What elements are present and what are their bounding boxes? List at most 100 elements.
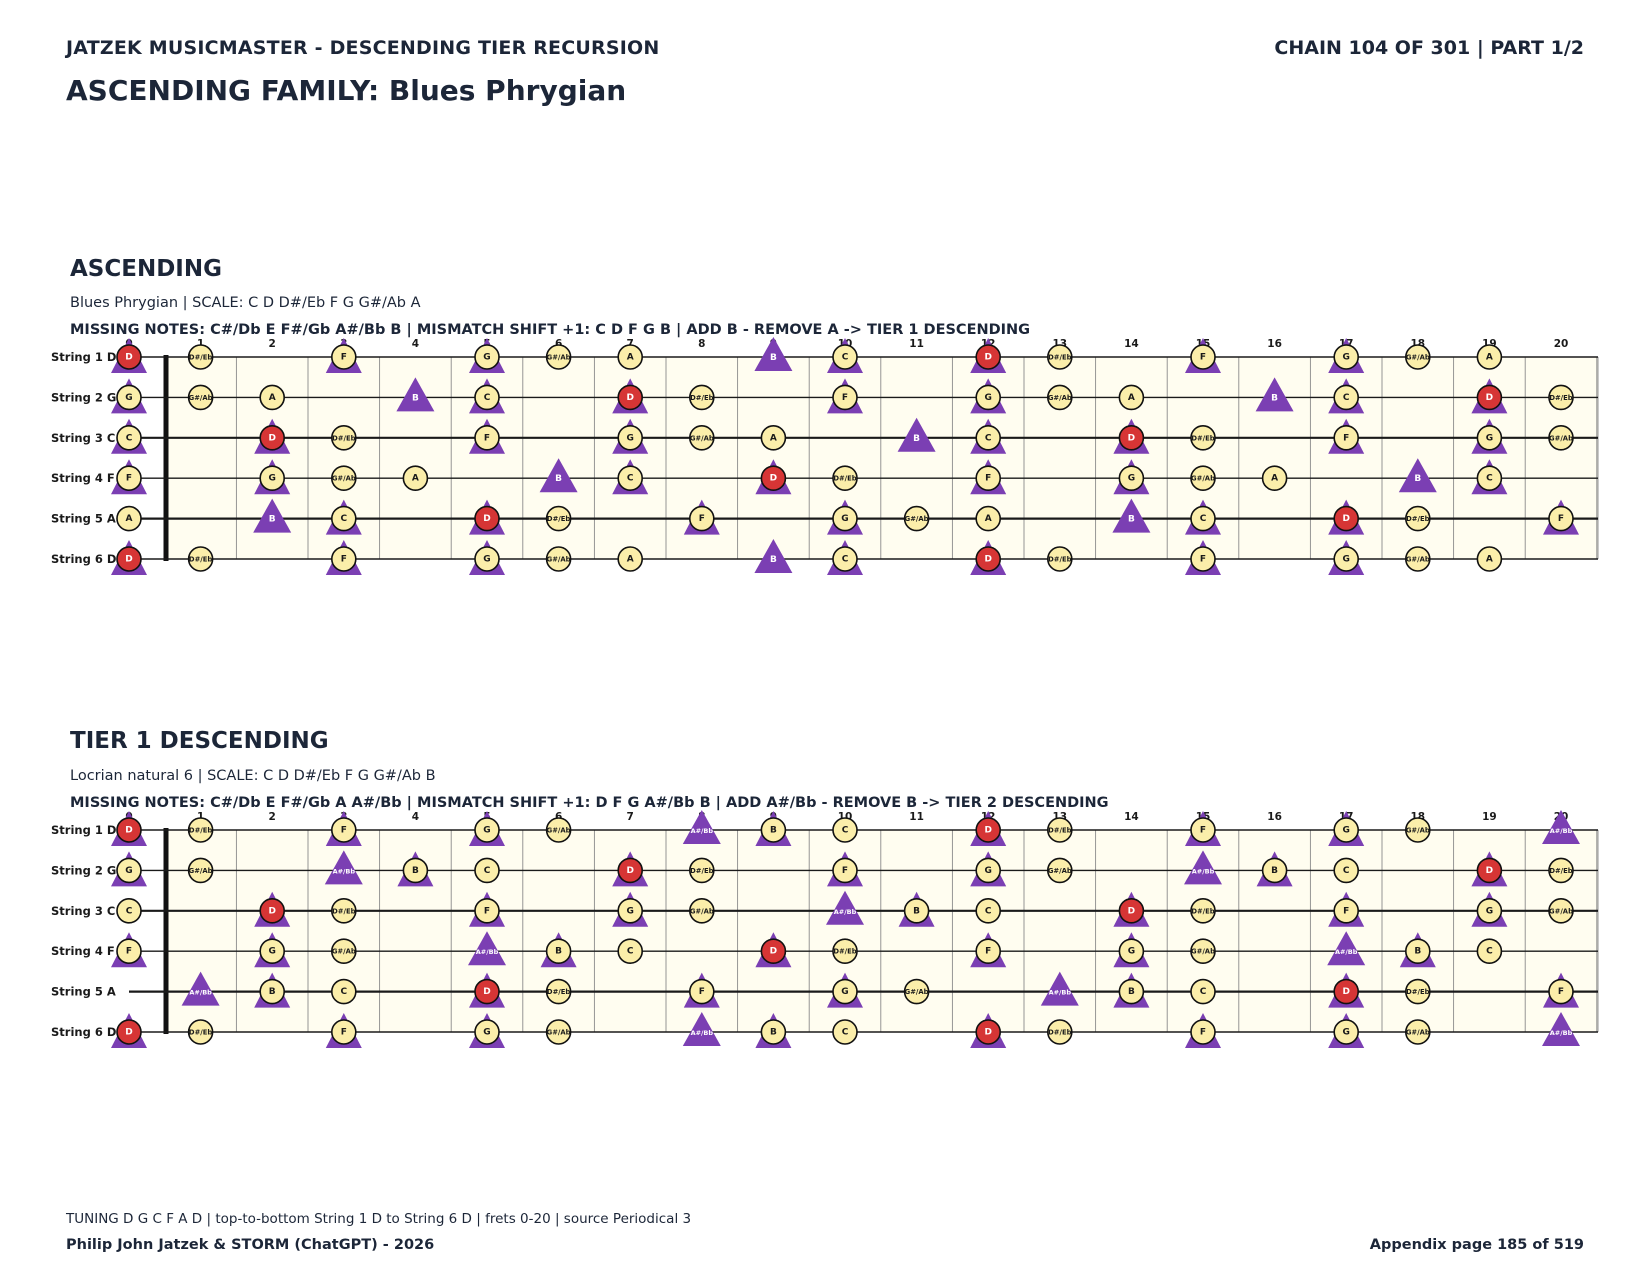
scale-note-dot: [1333, 546, 1359, 572]
note-label: D: [984, 1028, 991, 1038]
scale-note-dot: [545, 546, 572, 572]
scale-note-dot: [1405, 817, 1431, 843]
root-note-dot: [1476, 857, 1503, 884]
scale-note-dot: [688, 978, 715, 1005]
scale-note-dot: [1118, 938, 1145, 964]
note-label: B: [770, 826, 777, 836]
string-label: String 3 C: [51, 904, 115, 918]
note-label: B: [1128, 987, 1135, 997]
fret-number: 4: [412, 811, 419, 823]
scale-note-dot: [474, 344, 500, 370]
root-note-dot: [474, 978, 500, 1005]
note-label: D#/Eb: [1549, 867, 1572, 875]
added-note-label: B: [770, 555, 777, 565]
fret-number: 7: [627, 338, 634, 350]
scale-note-dot: [1476, 344, 1503, 370]
header-series-title: JATZEK MUSICMASTER - DESCENDING TIER REC…: [66, 37, 660, 59]
string-label: String 1 D: [51, 823, 116, 837]
scale-note-dot: [545, 938, 572, 964]
note-label: C: [340, 987, 347, 997]
added-note-marker: [1398, 458, 1437, 493]
note-label: A: [412, 474, 419, 484]
section-title-ascending: ASCENDING: [70, 256, 222, 282]
note-label: F: [484, 433, 490, 443]
scale-note-dot: [402, 857, 429, 884]
fret-number: 6: [555, 338, 562, 350]
added-note-label: B: [913, 434, 920, 444]
section-missing-line-ascending: MISSING NOTES: C#/Db E F#/Gb A#/Bb B | M…: [70, 322, 1031, 338]
added-note-label: A#/Bb: [1192, 867, 1215, 875]
added-note-label: A#/Bb: [691, 1029, 714, 1037]
scale-note-dot: [1405, 344, 1431, 370]
scale-note-dot: [474, 857, 500, 884]
root-note-dot: [1118, 425, 1145, 451]
note-label: G: [627, 433, 634, 443]
note-label: G: [985, 393, 992, 403]
scale-note-dot: [116, 938, 142, 964]
root-note-dot: [975, 1019, 1002, 1045]
scale-note-dot: [1476, 938, 1503, 964]
footer-author: Philip John Jatzek & STORM (ChatGPT) - 2…: [66, 1237, 435, 1253]
note-label: F: [126, 947, 132, 957]
scale-note-dot: [474, 384, 500, 411]
note-label: C: [627, 947, 634, 957]
note-label: G#/Ab: [905, 515, 929, 523]
scale-note-dot: [617, 898, 644, 924]
note-label: G: [1486, 906, 1493, 916]
note-label: G: [1343, 826, 1350, 836]
note-label: G: [841, 514, 848, 524]
scale-note-dot: [1405, 978, 1431, 1005]
scale-note-dot: [832, 978, 858, 1005]
scale-note-dot: [617, 938, 644, 964]
scale-note-dot: [832, 465, 858, 491]
note-label: G#/Ab: [690, 907, 714, 915]
fret-number: 4: [412, 338, 419, 350]
note-label: A: [1486, 353, 1493, 363]
note-label: F: [1200, 1028, 1206, 1038]
note-label: G#/Ab: [547, 354, 571, 362]
added-note-marker: [1112, 498, 1151, 533]
note-label: C: [1343, 393, 1350, 403]
scale-note-dot: [1548, 505, 1574, 532]
note-label: D: [125, 1028, 132, 1038]
added-note-label: A#/Bb: [189, 989, 212, 997]
note-label: A: [770, 433, 777, 443]
root-note-dot: [116, 344, 142, 370]
scale-note-dot: [1261, 857, 1288, 884]
scale-note-dot: [688, 898, 715, 924]
scale-note-dot: [545, 344, 572, 370]
scale-note-dot: [259, 978, 286, 1005]
scale-note-dot: [1548, 898, 1574, 924]
string-label: String 4 F: [51, 944, 115, 958]
root-note-dot: [116, 546, 142, 572]
scale-note-dot: [330, 978, 357, 1005]
scale-note-dot: [1261, 465, 1288, 491]
note-label: G#/Ab: [1406, 354, 1430, 362]
string-label: String 6 D: [51, 1025, 116, 1039]
scale-note-dot: [259, 465, 286, 491]
note-label: G: [483, 826, 490, 836]
scale-note-dot: [116, 425, 142, 451]
note-label: G: [1486, 433, 1493, 443]
scale-note-dot: [975, 505, 1002, 532]
note-label: G: [1343, 1028, 1350, 1038]
note-label: D#/Eb: [189, 556, 212, 564]
note-label: D#/Eb: [332, 907, 355, 915]
string-label: String 5 A: [51, 512, 116, 526]
note-label: C: [842, 1028, 849, 1038]
scale-note-dot: [760, 817, 787, 843]
note-label: F: [1343, 906, 1349, 916]
scale-note-dot: [832, 938, 858, 964]
scale-note-dot: [259, 384, 286, 411]
scale-note-dot: [1476, 465, 1503, 491]
scale-note-dot: [1047, 384, 1073, 411]
scale-note-dot: [975, 938, 1002, 964]
board-background: [166, 357, 1598, 559]
added-note-label: B: [269, 515, 276, 525]
added-note-marker: [396, 377, 435, 412]
note-label: G: [627, 906, 634, 916]
string-label: String 4 F: [51, 471, 115, 485]
scale-note-dot: [1476, 425, 1503, 451]
added-note-marker: [897, 417, 936, 452]
scale-note-dot: [1333, 344, 1359, 370]
